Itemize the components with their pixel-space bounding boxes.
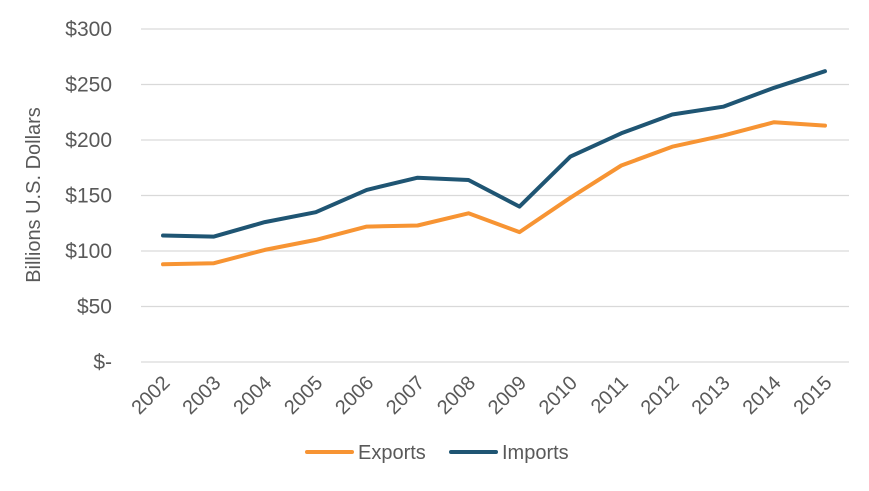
x-tick-label: 2010 [535,372,582,419]
x-tick-label: 2011 [587,372,633,418]
x-tick-label: 2003 [178,372,225,419]
x-tick-label: 2005 [280,372,327,419]
x-tick-label: 2007 [382,372,429,419]
y-tick-label: $250 [65,74,112,97]
y-tick-label: $- [93,351,112,374]
y-axis-label: Billions U.S. Dollars [23,107,45,283]
x-tick-label: 2014 [739,372,786,419]
y-tick-label: $300 [65,18,112,41]
x-tick-label: 2012 [637,372,684,419]
series-line-imports [161,69,827,239]
x-tick-label: 2006 [331,372,378,419]
x-tick-label: 2002 [128,372,175,419]
series-lines [161,69,827,267]
y-tick-label: $200 [65,129,112,152]
x-tick-label: 2004 [229,372,276,419]
legend-label-exports: Exports [358,442,426,464]
x-tick-label: 2009 [484,372,531,419]
y-tick-label: $100 [65,240,112,263]
x-axis-ticks: 2002 2003 2004 2005 2006 2007 2008 2009 2010 2011… [128,372,837,419]
y-tick-label: $50 [77,296,112,319]
x-tick-label: 2013 [688,372,735,419]
y-axis-ticks: $- $50 $100 $150 $200 $250 $300 [65,18,112,374]
x-tick-label: 2015 [790,372,837,419]
series-line-exports [161,120,827,267]
legend-label-imports: Imports [502,442,569,464]
y-tick-label: $150 [65,185,112,208]
legend: Exports Imports [305,442,569,464]
x-tick-label: 2008 [433,372,480,419]
